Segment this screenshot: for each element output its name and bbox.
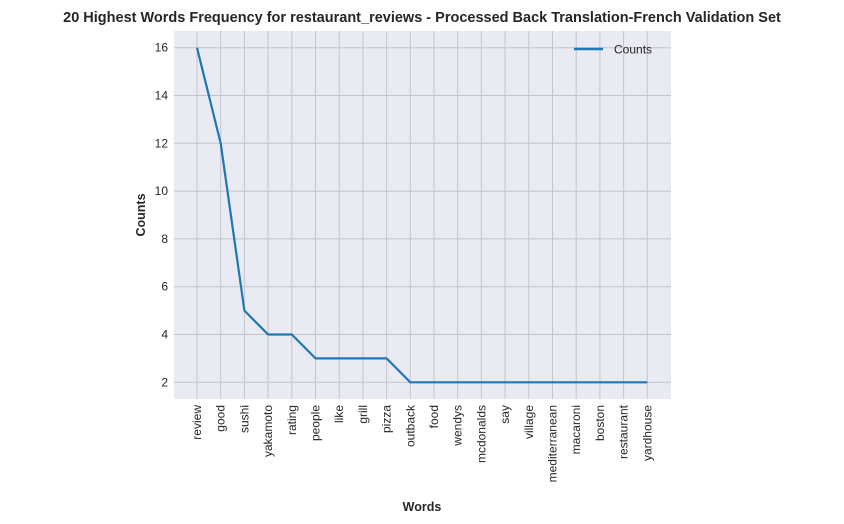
- x-tick-label: like: [332, 405, 346, 423]
- grid-lines: [174, 31, 671, 399]
- y-tick-label: 16: [155, 41, 169, 55]
- x-tick-label: restaurant: [617, 404, 631, 459]
- x-tick-label: yakamoto: [261, 405, 275, 457]
- y-tick-label: 12: [155, 136, 169, 150]
- x-tick-label: grill: [356, 405, 370, 424]
- x-tick-label: macaroni: [569, 405, 583, 454]
- series-line-counts: [195, 47, 648, 384]
- y-tick-label: 2: [161, 375, 168, 389]
- x-tick-label: wendys: [451, 405, 465, 447]
- legend-label: Counts: [614, 43, 652, 57]
- x-tick-label: mediterranean: [546, 405, 560, 482]
- y-tick-label: 6: [161, 280, 168, 294]
- x-tick-label: pizza: [380, 405, 394, 433]
- x-tick-label: village: [522, 405, 536, 439]
- x-tick-label: rating: [285, 405, 299, 435]
- x-tick-labels: review good sushi yakamoto rating people like g…: [190, 404, 654, 482]
- y-tick-labels: 2 4 6 8 10 12 14 16: [155, 41, 169, 390]
- x-tick-label: sushi: [237, 405, 251, 433]
- x-tick-label: say: [498, 405, 512, 424]
- chart-title: 20 Highest Words Frequency for restauran…: [63, 10, 781, 26]
- x-tick-label: yardhouse: [640, 405, 654, 461]
- x-tick-label: boston: [593, 405, 607, 441]
- x-axis-title: Words: [403, 500, 442, 514]
- y-tick-label: 10: [155, 184, 169, 198]
- x-tick-label: food: [427, 405, 441, 428]
- plot-area: [174, 31, 671, 399]
- y-tick-label: 8: [161, 232, 168, 246]
- x-tick-label: review: [190, 405, 204, 440]
- y-tick-label: 4: [161, 327, 168, 341]
- y-axis-title: Counts: [134, 193, 148, 236]
- x-tick-label: good: [214, 405, 228, 432]
- y-tick-label: 14: [155, 89, 169, 103]
- x-tick-label: people: [309, 405, 323, 441]
- x-tick-label: mcdonalds: [474, 405, 488, 463]
- x-tick-label: outback: [403, 404, 417, 447]
- legend: Counts: [574, 43, 652, 57]
